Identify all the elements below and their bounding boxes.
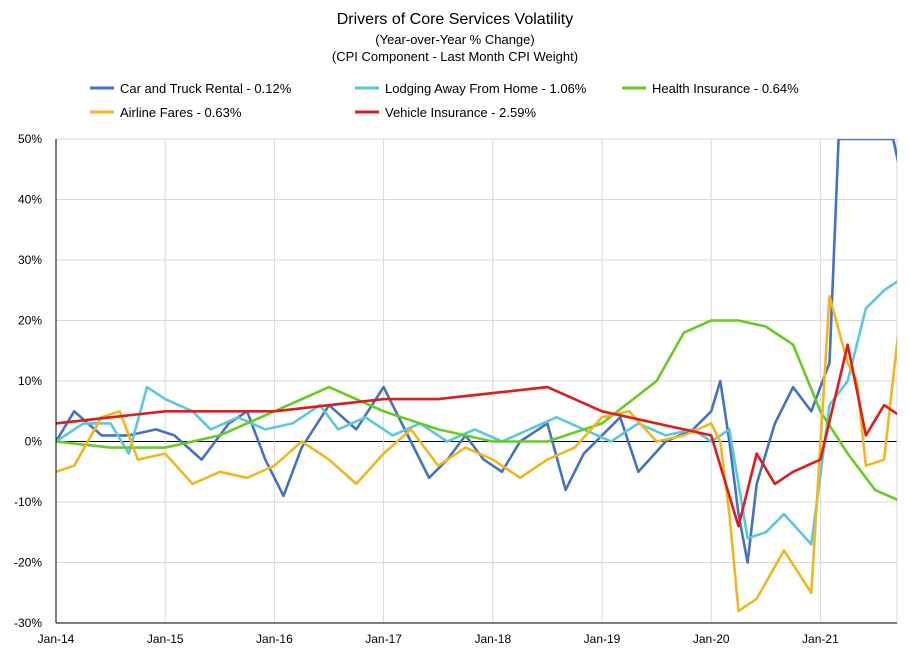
gridlines: [55, 138, 898, 624]
y-tick-label: -20%: [14, 556, 42, 570]
y-tick-label: 40%: [18, 193, 42, 207]
legend-label: Lodging Away From Home - 1.06%: [385, 81, 587, 96]
legend-label: Car and Truck Rental - 0.12%: [120, 81, 292, 96]
x-axis-tick-labels: Jan-14 Jan-15 Jan-16 Jan-17 Jan-18 Jan-19 Jan-…: [38, 632, 839, 646]
x-tick-label: Jan-14: [38, 632, 75, 646]
chart-title: Drivers of Core Services Volatility: [337, 11, 574, 28]
y-axis-tick-labels: 50% 40% 30% 20% 10% 0% -10% -20% -30%: [14, 132, 42, 630]
y-tick-label: 50%: [18, 132, 42, 146]
series-line: [56, 139, 897, 564]
series-lines: [56, 139, 897, 613]
x-tick-label: Jan-16: [256, 632, 293, 646]
x-tick-label: Jan-15: [147, 632, 184, 646]
series-line: [56, 343, 897, 528]
y-tick-label: 30%: [18, 253, 42, 267]
y-tick-label: -10%: [14, 495, 42, 509]
legend-label: Health Insurance - 0.64%: [652, 81, 799, 96]
x-tick-label: Jan-20: [693, 632, 730, 646]
y-tick-label: 20%: [18, 314, 42, 328]
x-tick-label: Jan-17: [365, 632, 402, 646]
y-tick-label: 0%: [25, 435, 43, 449]
legend: Car and Truck Rental - 0.12% Lodging Away…: [90, 81, 799, 120]
legend-label: Vehicle Insurance - 2.59%: [385, 105, 536, 120]
x-tick-label: Jan-19: [584, 632, 621, 646]
legend-label: Airline Fares - 0.63%: [120, 105, 242, 120]
chart-subtitle-line-1: (Year-over-Year % Change): [375, 32, 534, 47]
series-line: [56, 294, 897, 613]
chart-subtitle-line-2: (CPI Component - Last Month CPI Weight): [332, 49, 578, 64]
x-tick-label: Jan-18: [474, 632, 511, 646]
series-line: [56, 280, 897, 546]
series-line: [56, 319, 897, 502]
y-tick-label: 10%: [18, 374, 42, 388]
x-tick-label: Jan-21: [802, 632, 839, 646]
y-tick-label: -30%: [14, 616, 42, 630]
axes: [55, 139, 897, 624]
